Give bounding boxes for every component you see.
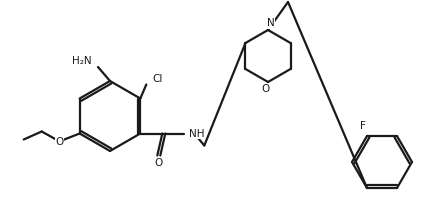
- Text: O: O: [56, 136, 64, 146]
- Text: O: O: [261, 84, 269, 94]
- Text: NH: NH: [189, 129, 205, 138]
- Text: H₂N: H₂N: [72, 56, 92, 66]
- Text: F: F: [360, 121, 366, 131]
- Text: O: O: [154, 157, 162, 168]
- Text: N: N: [267, 18, 275, 28]
- Text: Cl: Cl: [153, 73, 163, 84]
